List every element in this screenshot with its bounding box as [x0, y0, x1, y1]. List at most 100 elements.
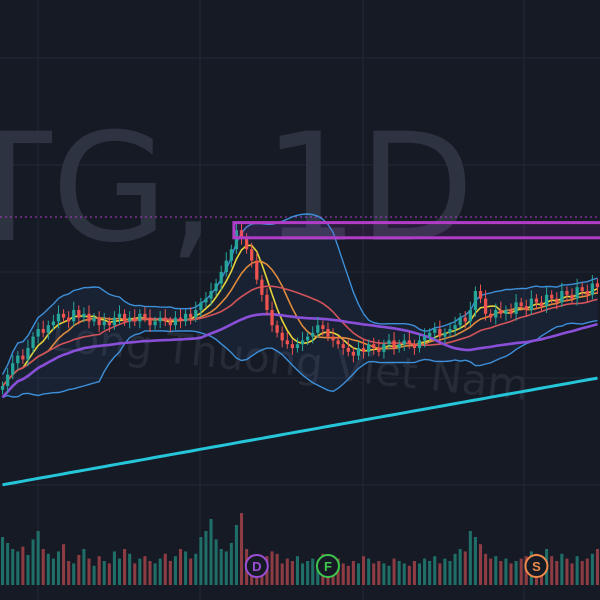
candle-body[interactable] — [311, 332, 315, 337]
candle-body[interactable] — [316, 325, 320, 333]
candle-body[interactable] — [72, 310, 76, 322]
candle-body[interactable] — [356, 348, 361, 356]
candle-body[interactable] — [244, 237, 249, 250]
candle-body[interactable] — [331, 336, 335, 341]
candle-body[interactable] — [87, 313, 91, 322]
candle-body[interactable] — [128, 317, 132, 322]
candle-body[interactable] — [285, 340, 289, 345]
candle-body[interactable] — [306, 336, 310, 341]
event-marker-s[interactable]: S — [524, 554, 549, 578]
candle-body[interactable] — [473, 291, 478, 310]
candle-body[interactable] — [250, 249, 254, 261]
candlesticks[interactable] — [0, 221, 600, 395]
candle-body[interactable] — [397, 344, 401, 348]
candle-body[interactable] — [519, 302, 523, 307]
candle-body[interactable] — [539, 302, 544, 307]
candle-body[interactable] — [112, 317, 117, 326]
candle-body[interactable] — [514, 302, 518, 314]
candle-body[interactable] — [407, 340, 411, 345]
candle-body[interactable] — [46, 325, 50, 333]
candle-body[interactable] — [224, 260, 228, 272]
candle-body[interactable] — [133, 317, 137, 322]
candle-body[interactable] — [67, 317, 71, 322]
candle-body[interactable] — [565, 291, 569, 295]
resistance-zone[interactable] — [232, 221, 600, 240]
candle-body[interactable] — [219, 272, 223, 284]
candle-body[interactable] — [290, 344, 294, 348]
candle-body[interactable] — [580, 287, 584, 291]
candle-body[interactable] — [51, 321, 56, 326]
candle-body[interactable] — [82, 313, 86, 318]
candle-body[interactable] — [16, 355, 20, 364]
candle-body[interactable] — [443, 332, 447, 337]
candle-body[interactable] — [570, 294, 574, 299]
candle-body[interactable] — [402, 340, 406, 345]
candle-body[interactable] — [453, 325, 457, 329]
candle-body[interactable] — [438, 329, 442, 337]
candle-body[interactable] — [351, 351, 356, 356]
candle-body[interactable] — [6, 374, 10, 386]
candle-body[interactable] — [468, 310, 472, 322]
candle-body[interactable] — [36, 329, 40, 337]
candle-body[interactable] — [102, 321, 106, 326]
candle-body[interactable] — [392, 340, 396, 348]
candle-body[interactable] — [148, 317, 152, 326]
candle-body[interactable] — [509, 310, 513, 314]
candle-body[interactable] — [367, 344, 371, 352]
candle-body[interactable] — [209, 291, 213, 299]
candle-body[interactable] — [489, 313, 493, 318]
candle-body[interactable] — [550, 294, 554, 299]
candle-body[interactable] — [326, 329, 330, 337]
resistance-box[interactable] — [232, 221, 600, 240]
candle-body[interactable] — [361, 348, 366, 352]
candle-body[interactable] — [560, 291, 564, 303]
candle-body[interactable] — [214, 283, 218, 291]
candle-body[interactable] — [265, 294, 269, 310]
candle-body[interactable] — [346, 348, 350, 352]
candle-body[interactable] — [341, 344, 345, 348]
candle-body[interactable] — [168, 321, 172, 326]
candle-body[interactable] — [173, 317, 178, 326]
candle-body[interactable] — [178, 317, 183, 322]
candle-body[interactable] — [433, 329, 437, 333]
candle-body[interactable] — [417, 340, 422, 348]
candle-body[interactable] — [529, 298, 533, 310]
candle-body[interactable] — [31, 336, 35, 348]
candle-body[interactable] — [255, 260, 259, 280]
candle-body[interactable] — [11, 363, 15, 375]
candle-body[interactable] — [280, 332, 284, 341]
candle-body[interactable] — [372, 344, 376, 348]
candle-body[interactable] — [163, 317, 167, 322]
candle-body[interactable] — [204, 298, 208, 303]
candle-body[interactable] — [428, 332, 432, 337]
candle-body[interactable] — [26, 348, 30, 360]
candle-body[interactable] — [138, 313, 142, 322]
candle-body[interactable] — [270, 310, 274, 326]
candle-body[interactable] — [229, 249, 233, 261]
candle-body[interactable] — [61, 313, 66, 318]
candle-body[interactable] — [234, 230, 239, 250]
candle-body[interactable] — [260, 279, 264, 295]
candle-body[interactable] — [483, 298, 488, 314]
candle-body[interactable] — [422, 336, 427, 341]
candle-body[interactable] — [77, 310, 81, 318]
candle-body[interactable] — [189, 313, 193, 318]
candle-body[interactable] — [117, 313, 122, 318]
event-marker-f[interactable]: F — [315, 554, 340, 578]
candle-body[interactable] — [377, 348, 381, 352]
candle-body[interactable] — [575, 287, 579, 299]
candle-body[interactable] — [158, 317, 162, 322]
candle-body[interactable] — [41, 329, 45, 333]
event-marker-d[interactable]: D — [244, 554, 269, 578]
candle-body[interactable] — [382, 344, 386, 352]
candle-body[interactable] — [524, 306, 528, 310]
candle-body[interactable] — [295, 344, 300, 348]
candle-body[interactable] — [494, 310, 498, 318]
candle-body[interactable] — [321, 325, 325, 329]
candle-body[interactable] — [275, 325, 279, 333]
candle-body[interactable] — [107, 321, 111, 326]
candle-body[interactable] — [590, 283, 594, 295]
